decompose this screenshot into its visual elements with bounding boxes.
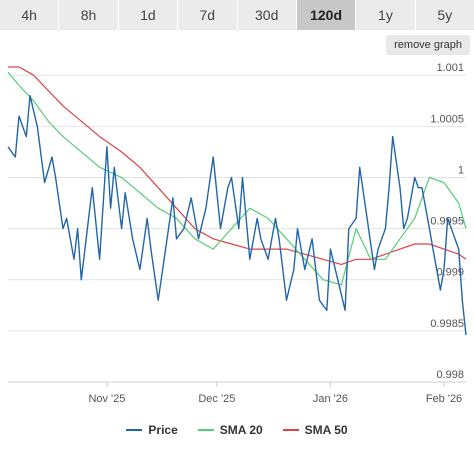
legend-label: SMA 50 [304, 423, 348, 437]
tab-4h[interactable]: 4h [0, 0, 60, 30]
y-tick-label: 1 [458, 164, 464, 176]
legend-swatch [197, 429, 214, 431]
x-tick-label: Dec '25 [198, 393, 235, 405]
tab-1d[interactable]: 1d [118, 0, 179, 30]
legend-swatch [126, 429, 143, 431]
legend-item-sma-20[interactable]: SMA 20 [197, 423, 263, 437]
tab-120d[interactable]: 120d [296, 0, 357, 30]
tab-5y[interactable]: 5y [415, 0, 474, 30]
legend-item-price[interactable]: Price [126, 423, 178, 437]
chart-legend: Price SMA 20 SMA 50 [0, 420, 474, 440]
legend-item-sma-50[interactable]: SMA 50 [282, 423, 348, 437]
tab-8h[interactable]: 8h [59, 0, 119, 30]
x-tick-label: Nov '25 [88, 393, 125, 405]
remove-graph-button[interactable]: remove graph [386, 35, 470, 55]
x-tick-label: Jan '26 [313, 393, 348, 405]
series-line-sma-20 [7, 71, 467, 286]
time-range-tabs: 4h 8h 1d 7d 30d 120d 1y 5y [0, 0, 474, 30]
y-tick-label: 0.998 [436, 369, 464, 381]
tab-7d[interactable]: 7d [178, 0, 238, 30]
legend-label: Price [148, 423, 178, 437]
y-tick-label: 1.0005 [430, 113, 464, 125]
series-line-price [7, 95, 467, 336]
x-tick-label: Feb '26 [426, 393, 462, 405]
series-line-sma-50 [8, 66, 467, 265]
tab-30d[interactable]: 30d [237, 0, 297, 30]
y-tick-label: 1.001 [436, 62, 464, 74]
tab-1y[interactable]: 1y [356, 0, 416, 30]
legend-swatch [282, 429, 299, 431]
y-tick-label: 0.9985 [430, 318, 464, 330]
legend-label: SMA 20 [219, 423, 263, 437]
